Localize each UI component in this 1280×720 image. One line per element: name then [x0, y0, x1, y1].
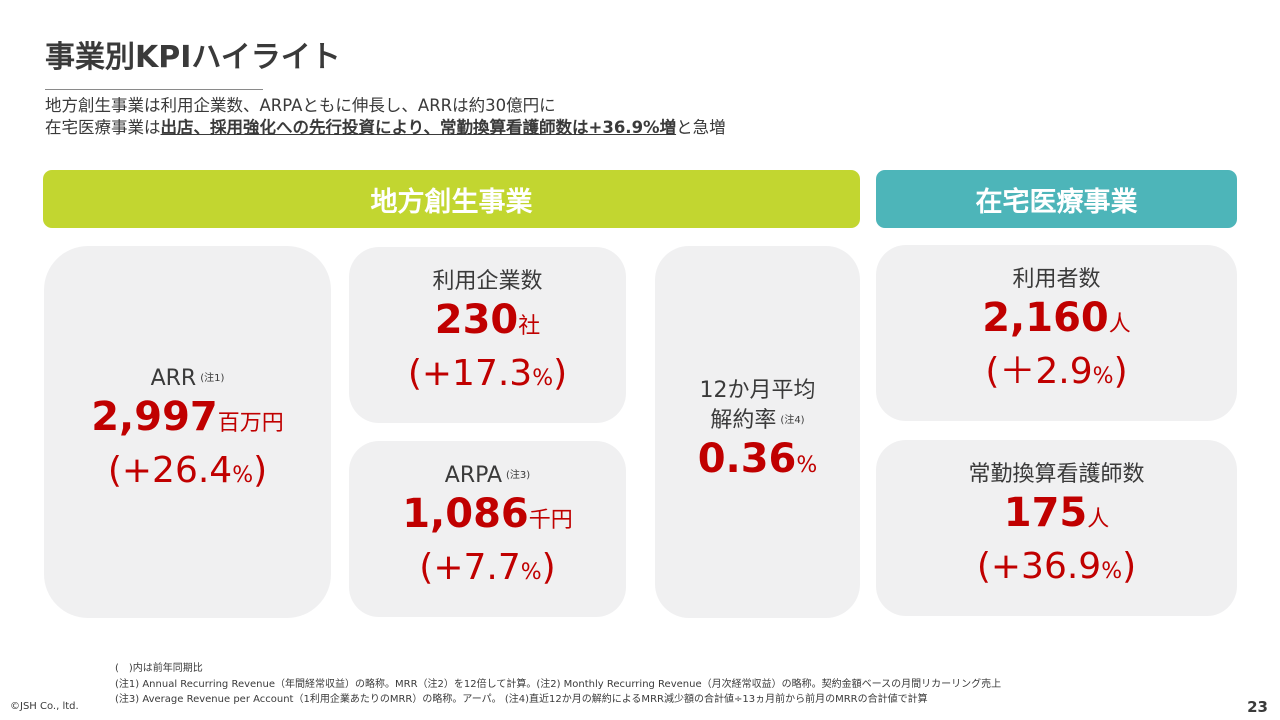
footnote: (注1) Annual Recurring Revenue（年間経常収益）の略称… [115, 678, 1002, 690]
kpi-card-arpa: ARPA (注3) 1,086千円 (+7.7%) [349, 441, 626, 617]
kpi-unit: 千円 [528, 508, 573, 533]
kpi-value: 2,160 [982, 295, 1109, 341]
kpi-label: 常勤換算看護師数 [968, 462, 1145, 487]
footnotes: ( )内は前年同期比 (注1) Annual Recurring Revenue… [115, 661, 1001, 708]
footnote: ( )内は前年同期比 [115, 663, 203, 674]
kpi-note: (注3) [506, 470, 531, 481]
kpi-value: 175 [1003, 490, 1088, 536]
kpi-card-churn: 12か月平均 解約率 (注4) 0.36% [655, 246, 860, 618]
kpi-card-companies: 利用企業数 230社 (+17.3%) [349, 247, 626, 423]
kpi-value: 230 [434, 297, 519, 343]
kpi-unit: 社 [518, 314, 541, 339]
kpi-unit: 百万円 [217, 411, 284, 436]
kpi-note: (注4) [780, 414, 805, 426]
kpi-card-arr: ARR (注1) 2,997百万円 (+26.4%) [44, 246, 331, 618]
kpi-change: (+17.3%) [407, 353, 568, 394]
subtitle-line-2: 在宅医療事業は出店、採用強化への先行投資により、常勤換算看護師数は+36.9%増… [45, 118, 726, 137]
kpi-label: ARPA [444, 463, 503, 488]
title-divider [45, 89, 263, 90]
kpi-label: ARR [150, 366, 197, 391]
segment-banner-homecare: 在宅医療事業 [876, 170, 1237, 228]
kpi-change: (＋2.9%) [985, 351, 1128, 392]
page-title: 事業別KPIハイライト [45, 40, 341, 75]
kpi-note: (注1) [200, 373, 225, 384]
subtitle-emphasis: 出店、採用強化への先行投資により、常勤換算看護師数は+36.9%増 [160, 118, 677, 137]
kpi-change: (+26.4%) [107, 450, 268, 491]
kpi-unit: % [796, 452, 818, 478]
segment-banner-regional: 地方創生事業 [43, 170, 860, 228]
kpi-card-nurses: 常勤換算看護師数 175人 (+36.9%) [876, 440, 1237, 616]
kpi-unit: 人 [1108, 312, 1131, 337]
kpi-change: (+36.9%) [976, 546, 1137, 587]
kpi-card-users: 利用者数 2,160人 (＋2.9%) [876, 245, 1237, 421]
kpi-label: 利用者数 [1012, 267, 1101, 292]
kpi-label-line-2: 解約率 [710, 407, 777, 433]
copyright: ©JSH Co., ltd. [10, 701, 79, 712]
subtitle: 地方創生事業は利用企業数、ARPAともに伸長し、ARRは約30億円に 在宅医療事… [45, 95, 726, 139]
kpi-unit: 人 [1087, 507, 1110, 532]
subtitle-line-1: 地方創生事業は利用企業数、ARPAともに伸長し、ARRは約30億円に [45, 96, 556, 115]
kpi-label: 利用企業数 [432, 269, 543, 294]
footnote: (注3) Average Revenue per Account（1利用企業あた… [115, 694, 928, 705]
kpi-label-line-1: 12か月平均 [699, 377, 816, 403]
kpi-change: (+7.7%) [419, 547, 556, 588]
page-number: 23 [1247, 698, 1268, 716]
kpi-value: 1,086 [402, 491, 529, 537]
kpi-value: 2,997 [91, 394, 218, 440]
kpi-value: 0.36 [697, 435, 797, 482]
